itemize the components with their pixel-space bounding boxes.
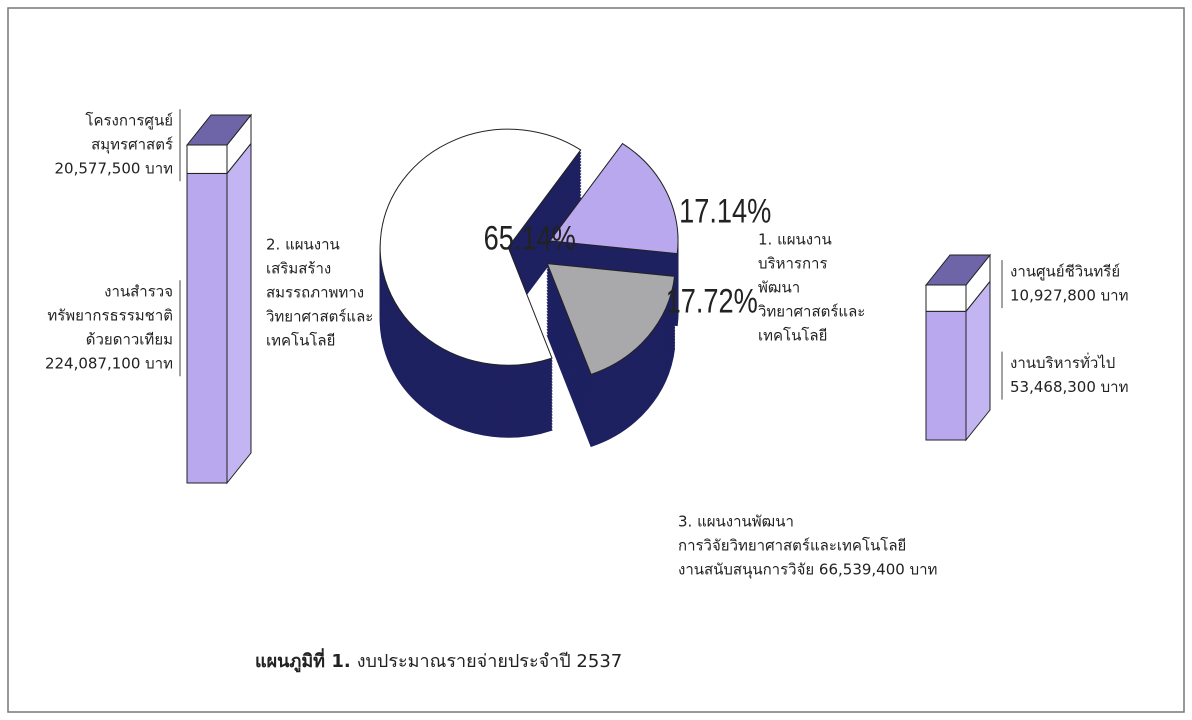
bar-segment xyxy=(925,284,967,312)
slice xyxy=(549,142,679,255)
bar-top xyxy=(924,254,992,286)
category-label: วิทยาศาสตร์และ xyxy=(757,303,865,321)
value-label: 65.14% xyxy=(484,219,576,258)
segment-label: โครงการศูนย์ xyxy=(85,112,173,130)
segment-label: งานศูนย์ชีวินทรีย์ xyxy=(1010,263,1120,281)
bar-segment xyxy=(925,310,967,441)
segment-label: งานสำรวจ xyxy=(104,283,173,301)
category-label: เสริมสร้าง xyxy=(266,260,331,278)
category-label: การวิจัยวิทยาศาสตร์และเทคโนโลยี xyxy=(678,537,906,555)
category-label: 2. แผนงาน xyxy=(266,236,340,254)
segment-label: สมุทรศาสตร์ xyxy=(91,136,173,155)
value-label: 10,927,800 บาท xyxy=(1010,287,1128,305)
bar-side xyxy=(226,142,252,485)
value-label: 53,468,300 บาท xyxy=(1010,378,1128,396)
category-label: พัฒนา xyxy=(758,279,800,297)
bar-segment xyxy=(186,144,228,174)
segment-label: งานบริหารทั่วไป xyxy=(1010,352,1115,372)
category-label: บริหารการ xyxy=(758,255,828,273)
bar-segment xyxy=(186,172,228,484)
category-label: สมรรถภาพทาง xyxy=(266,284,364,302)
segment-label: ทรัพยากรธรรมชาติ xyxy=(47,307,173,325)
category-label: 3. แผนงานพัฒนา xyxy=(678,513,794,531)
value-label: 17.72% xyxy=(666,282,758,321)
value-label: 20,577,500 บาท xyxy=(55,160,173,178)
slice xyxy=(546,262,676,376)
value-label: 17.14% xyxy=(679,192,771,231)
bar-top xyxy=(185,114,253,146)
value-label: 224,087,100 บาท xyxy=(45,355,173,373)
segment-label: ด้วยดาวเทียม xyxy=(86,331,173,349)
chart-title: งบประมาณรายจ่ายประจำปี 2537 xyxy=(357,651,623,672)
category-label: วิทยาศาสตร์และ xyxy=(265,308,373,326)
category-label: เทคโนโลยี xyxy=(266,332,335,350)
slice xyxy=(379,128,582,366)
category-label: เทคโนโลยี xyxy=(758,327,827,345)
caption-label: แผนภูมิที่ 1. xyxy=(255,648,351,673)
category-label: 1. แผนงาน xyxy=(758,231,832,249)
caption: แผนภูมิที่ 1. งบประมาณรายจ่ายประจำปี 2537 xyxy=(255,648,622,673)
annotation: งานสนับสนุนการวิจัย 66,539,400 บาท xyxy=(678,561,937,580)
